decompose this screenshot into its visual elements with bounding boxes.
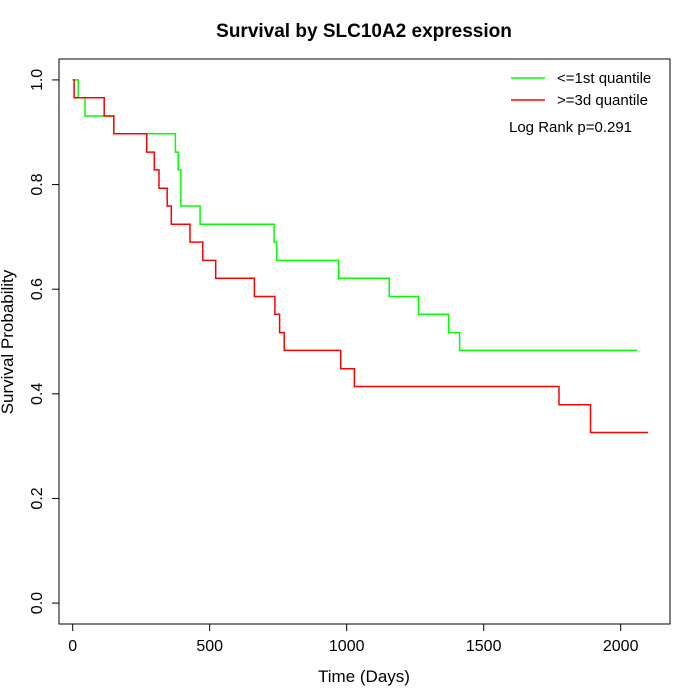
y-tick-label: 0.2 (29, 487, 46, 509)
y-tick-label: 0.4 (29, 383, 46, 405)
y-tick-label: 0.8 (29, 173, 46, 195)
x-tick-label: 2000 (603, 638, 639, 655)
x-tick-label: 0 (68, 638, 77, 655)
plot-box (58, 58, 671, 625)
legend: <=1st quantile >=3d quantile (511, 70, 651, 109)
y-axis-label: Survival Probability (0, 269, 17, 414)
log-rank-annotation: Log Rank p=0.291 (509, 119, 632, 136)
y-tick-label: 0.6 (29, 278, 46, 300)
x-axis: 0 500 1000 1500 2000 (68, 623, 639, 655)
legend-label: >=3d quantile (557, 92, 648, 109)
chart-title: Survival by SLC10A2 expression (216, 21, 512, 42)
x-tick-label: 1500 (466, 638, 502, 655)
x-tick-label: 500 (196, 638, 223, 655)
y-tick-label: 0.0 (29, 592, 46, 614)
y-axis: 0.0 0.2 0.4 0.6 0.8 1.0 (29, 69, 60, 614)
survival-curves (72, 79, 649, 434)
x-tick-label: 1000 (329, 638, 365, 655)
y-tick-label: 1.0 (29, 69, 46, 91)
x-axis-label: Time (Days) (318, 667, 410, 686)
legend-label: <=1st quantile (557, 70, 651, 87)
survival-curve-series-2 (72, 79, 649, 434)
